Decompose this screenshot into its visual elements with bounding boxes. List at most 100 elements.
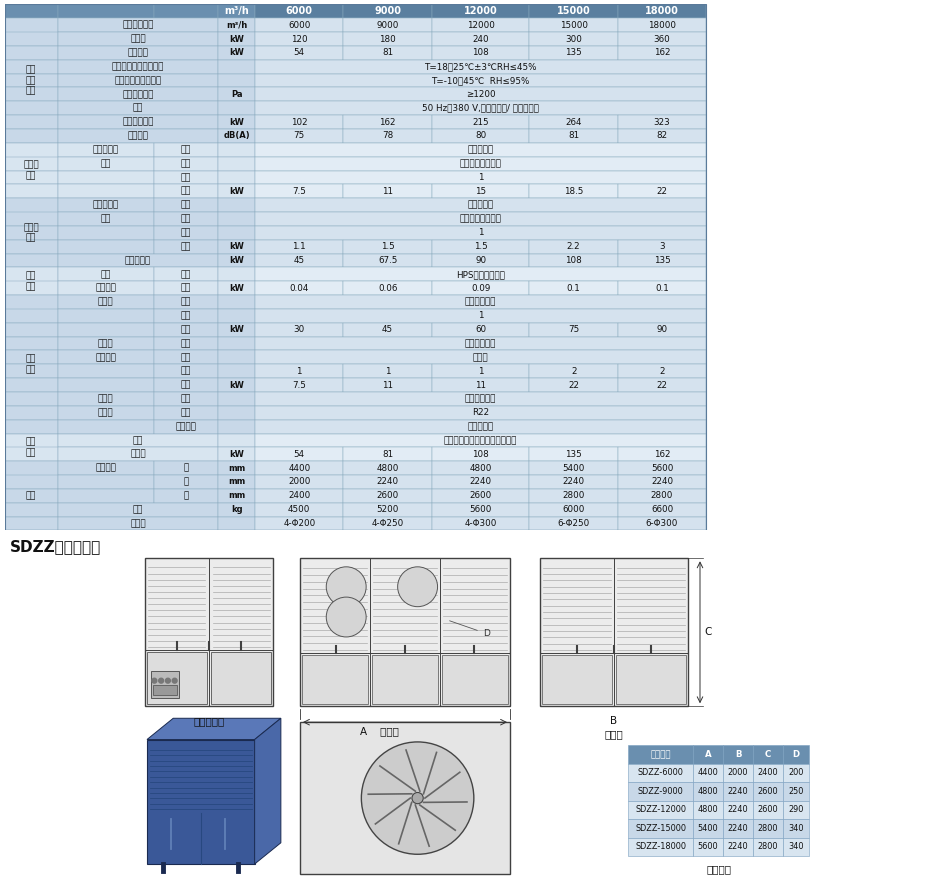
Bar: [343, 489, 432, 503]
Text: 1: 1: [478, 367, 484, 376]
Text: mm: mm: [228, 463, 246, 473]
Bar: [5, 102, 58, 115]
Bar: [343, 32, 432, 46]
Circle shape: [412, 792, 423, 804]
Text: 外形尺寸: 外形尺寸: [96, 463, 116, 473]
Text: 9000: 9000: [374, 6, 401, 16]
Bar: [255, 309, 706, 323]
Bar: [529, 364, 618, 378]
Text: SDZZ-12000: SDZZ-12000: [635, 805, 686, 814]
Bar: [153, 212, 219, 226]
Text: SDZZ-9000: SDZZ-9000: [638, 787, 684, 796]
Bar: [153, 350, 219, 364]
Text: 功率: 功率: [180, 325, 192, 334]
Bar: [343, 364, 432, 378]
Text: 制冷劑: 制冷劑: [98, 408, 113, 417]
Bar: [5, 115, 58, 129]
Text: 18000: 18000: [645, 6, 679, 16]
Bar: [153, 4, 219, 19]
Bar: [5, 254, 58, 267]
Text: 額定處理風量: 額定處理風量: [123, 20, 153, 30]
Bar: [58, 475, 153, 489]
Text: 溫濕度控制範圍及精度: 溫濕度控制範圍及精度: [112, 62, 165, 72]
Text: 18000: 18000: [648, 20, 676, 30]
Bar: [255, 171, 706, 185]
Bar: [5, 88, 58, 102]
Text: 18.5: 18.5: [564, 187, 583, 195]
Text: 設備型號: 設備型號: [650, 750, 671, 758]
Bar: [5, 516, 58, 530]
Circle shape: [326, 567, 366, 606]
Text: 1: 1: [297, 367, 302, 376]
Text: 264: 264: [565, 118, 582, 126]
Circle shape: [166, 678, 170, 683]
Text: 5400: 5400: [698, 824, 718, 833]
Bar: [5, 337, 58, 350]
Text: 轉輪: 轉輪: [100, 270, 112, 278]
Bar: [753, 745, 783, 764]
Text: 制冷
系統: 制冷 系統: [26, 354, 36, 374]
Bar: [255, 420, 706, 433]
Bar: [628, 837, 693, 856]
Bar: [211, 652, 271, 705]
Bar: [372, 655, 438, 705]
Text: 2600: 2600: [470, 492, 492, 500]
Bar: [58, 420, 153, 433]
Text: 功率: 功率: [180, 187, 192, 195]
Bar: [147, 740, 255, 864]
Bar: [219, 406, 255, 420]
Bar: [529, 46, 618, 60]
Bar: [693, 819, 723, 837]
Text: B: B: [610, 716, 618, 726]
Bar: [153, 406, 219, 420]
Text: 200: 200: [789, 768, 804, 777]
Bar: [5, 185, 58, 198]
Text: 4800: 4800: [470, 463, 492, 473]
Text: 數量: 數量: [180, 228, 192, 237]
Bar: [58, 295, 153, 309]
Bar: [255, 185, 343, 198]
Text: 180: 180: [379, 34, 396, 43]
Text: 類型: 類型: [180, 201, 192, 210]
Bar: [753, 782, 783, 801]
Bar: [529, 115, 618, 129]
Text: 進風面: 進風面: [604, 729, 623, 739]
Bar: [432, 129, 529, 143]
Text: 4400: 4400: [288, 463, 311, 473]
Text: 金屬網板式: 金屬網板式: [468, 201, 494, 210]
Bar: [343, 185, 432, 198]
Bar: [153, 267, 219, 281]
Bar: [5, 73, 58, 88]
Text: 215: 215: [472, 118, 489, 126]
Text: 6-Φ300: 6-Φ300: [645, 519, 678, 528]
Bar: [542, 655, 612, 705]
Text: 12000: 12000: [464, 6, 498, 16]
Text: 電氣操作面: 電氣操作面: [193, 716, 225, 726]
Bar: [58, 46, 219, 60]
Bar: [58, 19, 219, 32]
Text: 類型: 類型: [180, 270, 192, 278]
Text: kW: kW: [229, 34, 244, 43]
Text: 4-Φ300: 4-Φ300: [464, 519, 497, 528]
Bar: [783, 837, 809, 856]
Bar: [219, 254, 255, 267]
Bar: [255, 447, 343, 461]
Bar: [153, 295, 219, 309]
Bar: [618, 240, 706, 254]
Bar: [153, 420, 219, 433]
Text: C: C: [764, 750, 771, 758]
Text: 轉輪電機: 轉輪電機: [96, 284, 116, 293]
Bar: [255, 503, 343, 516]
Bar: [219, 171, 255, 185]
Bar: [255, 489, 343, 503]
Bar: [529, 19, 618, 32]
Circle shape: [172, 678, 177, 683]
Text: 2400: 2400: [758, 768, 778, 777]
Bar: [58, 156, 153, 171]
Text: 2240: 2240: [727, 805, 749, 814]
Bar: [219, 281, 255, 295]
Text: 12000: 12000: [467, 20, 495, 30]
Text: 重量: 重量: [133, 505, 143, 514]
Bar: [343, 516, 432, 530]
Text: Pa: Pa: [231, 90, 243, 99]
